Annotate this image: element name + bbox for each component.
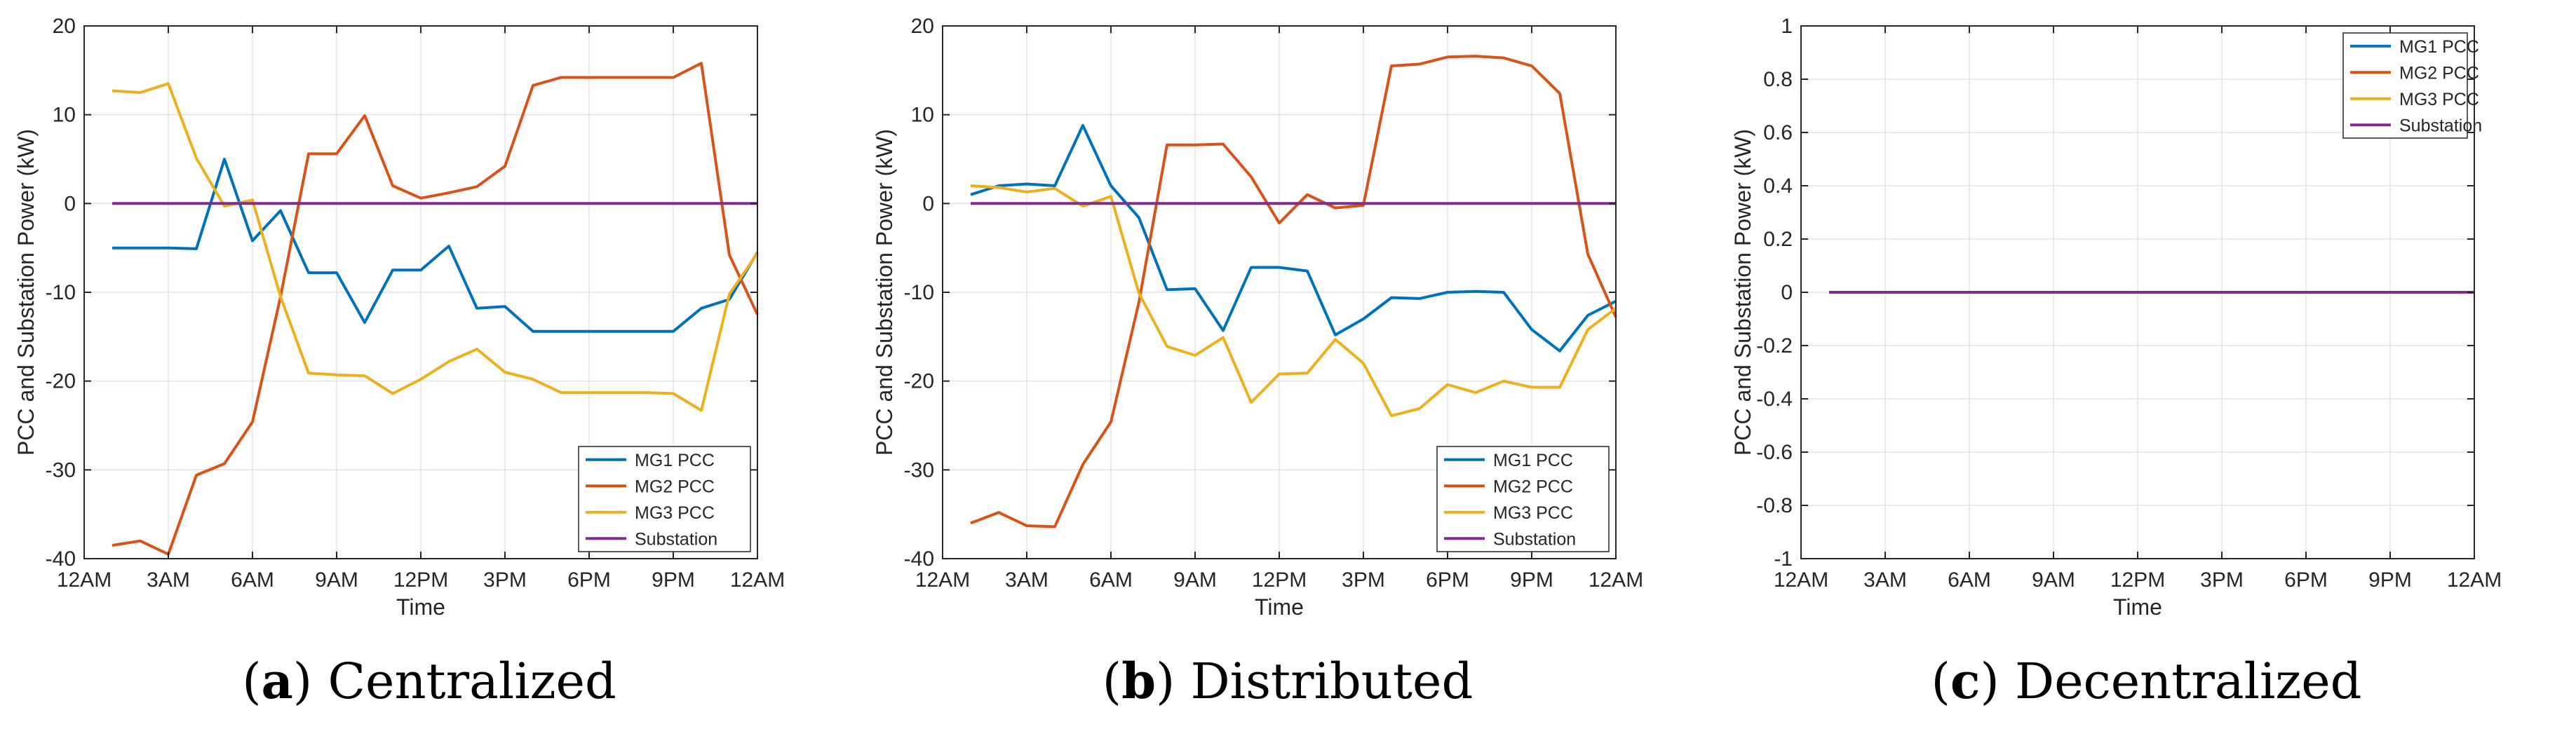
y-tick-label: 20 bbox=[53, 15, 76, 38]
caption-text: Decentralized bbox=[1999, 653, 2362, 710]
y-tick-label: -10 bbox=[904, 281, 934, 304]
series-line-mg2-pcc bbox=[112, 62, 759, 556]
x-tick-label: 6AM bbox=[1089, 568, 1133, 592]
y-axis-label: PCC and Substation Power (kW) bbox=[872, 129, 897, 456]
x-tick-label: 12AM bbox=[730, 568, 785, 592]
y-tick-label: 0 bbox=[922, 192, 934, 215]
x-axis-label: Time bbox=[2113, 594, 2162, 620]
legend-box bbox=[1436, 446, 1610, 552]
chart-centralized: 12AM 3AM 6AM 9AM 12PM 3PM 6PM 9PM 12AM-40-30-20-… bbox=[13, 15, 785, 620]
x-axis-label: Time bbox=[1255, 594, 1304, 620]
x-tick-label: 3AM bbox=[1863, 568, 1907, 592]
x-tick-label: 3PM bbox=[1342, 568, 1385, 592]
x-tick-label: 9AM bbox=[2032, 568, 2075, 592]
panel-decentralized: 12AM 3AM 6AM 9AM 12PM 3PM 6PM 9PM 12AM -1 -0.8 -0.6… bbox=[1717, 0, 2576, 736]
y-tick-label: 1 bbox=[1781, 15, 1793, 38]
x-tick-label: 12AM bbox=[1589, 568, 1643, 592]
y-tick-label: 0.2 bbox=[1763, 228, 1793, 251]
x-tick-label: 9PM bbox=[652, 568, 695, 592]
series-line-mg1-pcc bbox=[112, 158, 759, 333]
y-tick-label: -40 bbox=[904, 547, 934, 571]
y-tick-label: -40 bbox=[46, 547, 76, 571]
x-tick-label: 12AM bbox=[2447, 568, 2502, 592]
legend-entry-mg2-pcc: MG2 PCC bbox=[2399, 63, 2479, 83]
legend-entry-mg3-pcc: MG3 PCC bbox=[635, 503, 715, 523]
y-tick-label: -20 bbox=[904, 370, 934, 393]
x-tick-label: 12PM bbox=[393, 568, 448, 592]
x-tick-label: 12AM bbox=[915, 568, 970, 592]
x-tick-label: 6PM bbox=[2284, 568, 2328, 592]
legend-entry-substation: Substation bbox=[1493, 529, 1576, 549]
y-tick-label: -1 bbox=[1774, 547, 1793, 571]
series-line-mg2-pcc bbox=[970, 55, 1617, 529]
caption-letter: c bbox=[1950, 652, 1981, 710]
x-tick-label: 3AM bbox=[1005, 568, 1048, 592]
legend-entry-mg3-pcc: MG3 PCC bbox=[1493, 503, 1573, 523]
y-tick-label: -0.6 bbox=[1756, 441, 1793, 464]
y-tick-label: 0 bbox=[1781, 281, 1793, 304]
legend: MG1 PCC MG2 PCC MG3 PCC Substation bbox=[578, 446, 751, 552]
legend-entry-substation: Substation bbox=[635, 529, 717, 549]
x-tick-label: 12PM bbox=[1252, 568, 1307, 592]
caption-decentralized: (c) Decentralized bbox=[1931, 652, 2362, 710]
legend-entry-mg1-pcc: MG1 PCC bbox=[635, 451, 715, 470]
x-tick-label: 6AM bbox=[1948, 568, 1991, 592]
x-tick-label: 9AM bbox=[1173, 568, 1217, 592]
x-tick-label: 12AM bbox=[1774, 568, 1828, 592]
y-tick-label: -30 bbox=[904, 458, 934, 482]
y-tick-label: -30 bbox=[46, 458, 76, 482]
caption-text: Centralized bbox=[312, 653, 616, 710]
x-tick-label: 12PM bbox=[2110, 568, 2165, 592]
y-tick-label: 10 bbox=[911, 104, 934, 127]
panel-centralized: 12AM 3AM 6AM 9AM 12PM 3PM 6PM 9PM 12AM -40 -30 -20-… bbox=[0, 0, 858, 736]
y-tick-label: 0.6 bbox=[1763, 121, 1793, 144]
x-tick-label: 3PM bbox=[483, 568, 527, 592]
chart-decentralized: 12AM 3AM 6AM 9AM 12PM 3PM 6PM 9PM 12AM-1-0.8-0.6… bbox=[1730, 15, 2502, 620]
caption-letter: a bbox=[261, 652, 293, 710]
legend-box bbox=[2342, 32, 2468, 139]
series-line-mg1-pcc bbox=[970, 123, 1617, 353]
y-tick-label: -0.2 bbox=[1756, 334, 1793, 357]
caption-text: Distributed bbox=[1175, 653, 1474, 710]
x-tick-label: 3AM bbox=[147, 568, 190, 592]
y-tick-label: 10 bbox=[53, 104, 76, 127]
x-tick-label: 9PM bbox=[2368, 568, 2412, 592]
legend-entry-substation: Substation bbox=[2399, 116, 2482, 135]
y-axis-label: PCC and Substation Power (kW) bbox=[13, 129, 39, 456]
caption-letter: b bbox=[1121, 652, 1156, 710]
x-axis-label: Time bbox=[396, 594, 445, 620]
caption-centralized: (a) Centralized bbox=[242, 652, 616, 710]
x-tick-label: 6PM bbox=[567, 568, 611, 592]
x-tick-label: 3PM bbox=[2200, 568, 2244, 592]
x-tick-label: 9PM bbox=[1510, 568, 1553, 592]
x-tick-label: 9AM bbox=[315, 568, 358, 592]
y-tick-label: -0.8 bbox=[1756, 494, 1793, 517]
legend: MG1 PCC MG2 PCC MG3 PCC Substation bbox=[1436, 446, 1610, 552]
y-tick-label: 0.8 bbox=[1763, 68, 1793, 91]
legend-entry-mg2-pcc: MG2 PCC bbox=[1493, 477, 1573, 496]
y-tick-label: 0 bbox=[64, 192, 76, 215]
legend: MG1 PCC MG2 PCC MG3 PCC Substation bbox=[2342, 32, 2482, 139]
y-tick-label: 20 bbox=[911, 15, 934, 38]
y-tick-label: -20 bbox=[46, 370, 76, 393]
y-tick-label: -10 bbox=[46, 281, 76, 304]
chart-distributed: 12AM 3AM 6AM 9AM 12PM 3PM 6PM 9PM 12AM-40-30-20-… bbox=[872, 15, 1643, 620]
x-tick-label: 6PM bbox=[1426, 568, 1469, 592]
x-tick-label: 12AM bbox=[57, 568, 112, 592]
legend-entry-mg1-pcc: MG1 PCC bbox=[1493, 451, 1573, 470]
panel-distributed: 12AM 3AM 6AM 9AM 12PM 3PM 6PM 9PM 12AM -40 -30 -20-… bbox=[858, 0, 1717, 736]
x-tick-label: 6AM bbox=[231, 568, 274, 592]
y-tick-label: 0.4 bbox=[1763, 175, 1793, 198]
legend-entry-mg3-pcc: MG3 PCC bbox=[2399, 90, 2479, 109]
y-tick-label: -0.4 bbox=[1756, 388, 1793, 411]
legend-entry-mg2-pcc: MG2 PCC bbox=[635, 477, 715, 496]
y-axis-label: PCC and Substation Power (kW) bbox=[1730, 129, 1755, 456]
caption-distributed: (b) Distributed bbox=[1102, 652, 1474, 710]
series-line-mg3-pcc bbox=[112, 82, 759, 412]
legend-box bbox=[578, 446, 751, 552]
legend-entry-mg1-pcc: MG1 PCC bbox=[2399, 37, 2479, 57]
